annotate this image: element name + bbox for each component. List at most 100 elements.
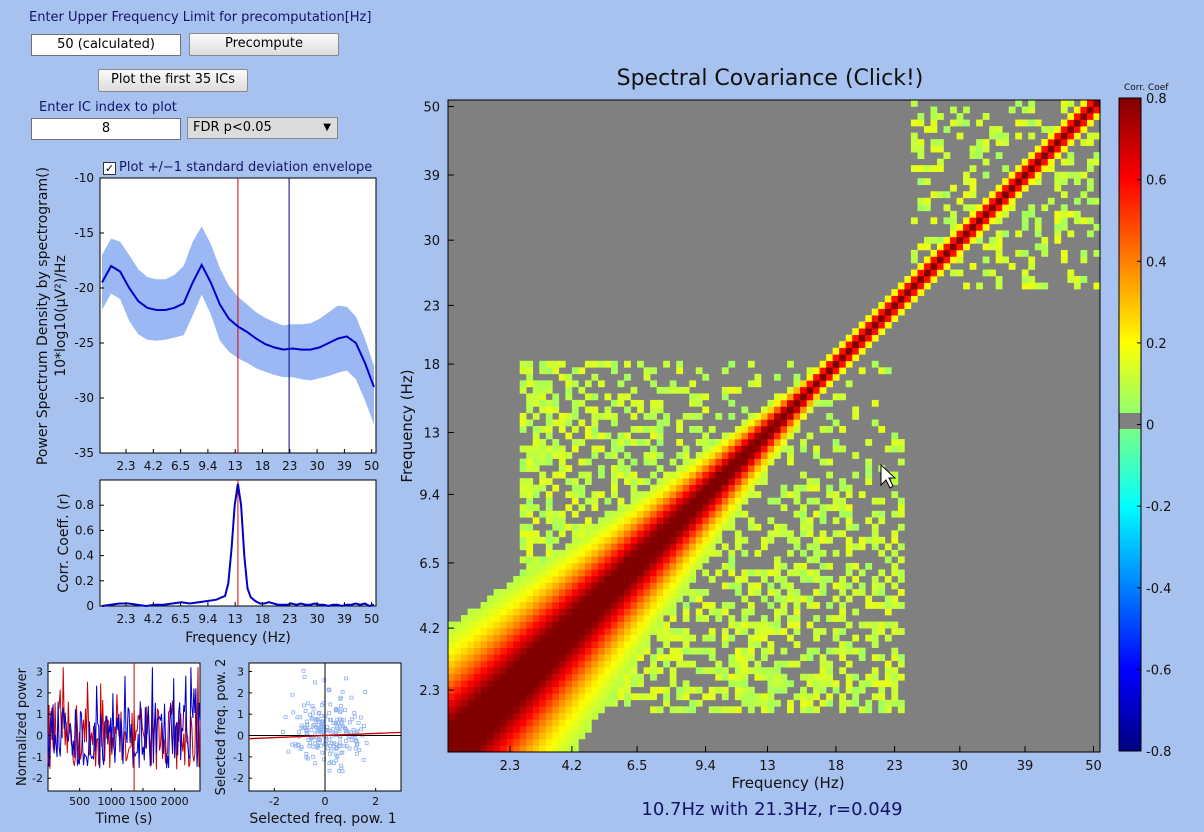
covariance-cell — [604, 562, 612, 570]
covariance-cell — [728, 491, 736, 499]
covariance-cell — [624, 602, 631, 609]
covariance-cell — [923, 263, 931, 270]
scatter-point — [334, 758, 339, 763]
covariance-cell — [676, 589, 684, 596]
fdr-select[interactable]: FDR p<0.05 ▼ — [187, 117, 338, 139]
covariance-cell — [715, 536, 723, 544]
covariance-cell — [624, 641, 631, 648]
covariance-cell — [741, 628, 749, 635]
covariance-cell — [845, 680, 853, 688]
covariance-cell — [734, 432, 742, 440]
covariance-cell — [454, 732, 462, 740]
covariance-cell — [989, 269, 996, 277]
covariance-cell — [832, 615, 840, 622]
covariance-cell — [669, 634, 677, 642]
covariance-cell — [532, 439, 540, 446]
covariance-cell — [611, 556, 618, 564]
covariance-cell — [715, 667, 723, 675]
scatter-point — [318, 738, 323, 742]
corr-ytick-label: 0.8 — [75, 498, 94, 512]
covariance-cell — [552, 589, 560, 596]
covariance-cell — [643, 458, 651, 466]
covariance-cell — [552, 719, 560, 727]
covariance-cell — [780, 680, 788, 688]
timeseries-ytick-label: 2 — [36, 687, 43, 700]
covariance-cell — [571, 426, 579, 433]
scatter-xlabel: Selected freq. pow. 1 — [249, 811, 396, 827]
covariance-cell — [630, 426, 638, 433]
covariance-cell — [819, 380, 827, 388]
covariance-cell — [806, 406, 814, 414]
covariance-cell — [480, 654, 488, 662]
covariance-cell — [787, 536, 794, 544]
covariance-cell — [448, 641, 455, 648]
covariance-cell — [611, 680, 618, 688]
corr-xtick-label: 50 — [364, 612, 379, 626]
covariance-cell — [669, 647, 677, 655]
covariance-cell — [532, 732, 540, 740]
scatter-point — [357, 747, 362, 752]
covariance-cell — [669, 380, 677, 388]
covariance-cell — [819, 667, 827, 675]
covariance-cell — [578, 628, 586, 635]
covariance-cell — [858, 686, 866, 694]
covariance-cell — [676, 517, 684, 525]
covariance-cell — [741, 471, 749, 479]
scatter-point — [333, 721, 338, 726]
std-envelope-checkbox[interactable]: ✓ — [103, 162, 116, 175]
covariance-cell — [571, 680, 579, 688]
covariance-cell — [578, 536, 586, 544]
covariance-cell — [1021, 223, 1029, 231]
covariance-cell — [754, 582, 762, 590]
covariance-cell — [578, 419, 586, 427]
covariance-cell — [950, 249, 957, 257]
covariance-cell — [937, 191, 944, 199]
covariance-cell — [545, 725, 553, 733]
corr-plot[interactable]: 00.20.40.60.8 2.3 4.2 6.5 9.4 13 18 23 30 39 50 C… — [0, 470, 400, 650]
covariance-cell — [571, 562, 579, 570]
covariance-plot[interactable]: Spectral Covariance (Click!) 2.34.26.59.… — [380, 55, 1204, 832]
precompute-button[interactable]: Precompute — [189, 33, 339, 56]
covariance-cell — [611, 549, 618, 557]
covariance-cell — [487, 725, 494, 733]
covariance-cell — [532, 712, 540, 720]
covariance-cell — [702, 634, 710, 642]
covariance-cell — [806, 621, 814, 629]
upper-freq-input[interactable]: 50 (calculated) — [31, 34, 181, 56]
covariance-cell — [1060, 158, 1068, 166]
covariance-cell — [650, 693, 657, 701]
covariance-cell — [611, 510, 618, 518]
covariance-cell — [552, 471, 560, 479]
scatter-point — [286, 749, 291, 754]
std-envelope-option[interactable]: ✓ Plot +/−1 standard deviation envelope — [103, 160, 372, 175]
covariance-cell — [682, 465, 690, 472]
plot-ics-button[interactable]: Plot the first 35 ICs — [98, 69, 248, 92]
covariance-cell — [682, 504, 690, 512]
scatter-point — [347, 746, 352, 751]
psd-plot[interactable]: -10-15-20-25-30-35 2.3 4.2 6.5 9.4 13 18 23 30 3… — [0, 168, 400, 488]
covariance-cell — [597, 634, 605, 642]
covariance-cell — [793, 641, 801, 648]
covariance-cell — [545, 595, 553, 603]
covariance-cell — [545, 380, 553, 388]
covariance-cell — [617, 582, 625, 590]
covariance-cell — [839, 582, 847, 590]
scatter-ytick-label: -2 — [233, 772, 244, 785]
timeseries-freq2-line — [47, 667, 201, 769]
covariance-cell — [930, 249, 938, 257]
covariance-cell — [519, 589, 527, 596]
covariance-cell — [519, 634, 527, 642]
covariance-cell — [487, 641, 494, 648]
covariance-cell — [526, 589, 534, 596]
covariance-cell — [611, 634, 618, 642]
covariance-cell — [584, 393, 592, 401]
covariance-cell — [578, 439, 586, 446]
ic-index-input[interactable]: 8 — [31, 118, 181, 140]
covariance-cell — [865, 673, 873, 681]
covariance-cell — [845, 504, 853, 512]
covariance-cell — [787, 680, 794, 688]
covariance-cell — [578, 673, 586, 681]
scatter-point — [354, 751, 359, 756]
